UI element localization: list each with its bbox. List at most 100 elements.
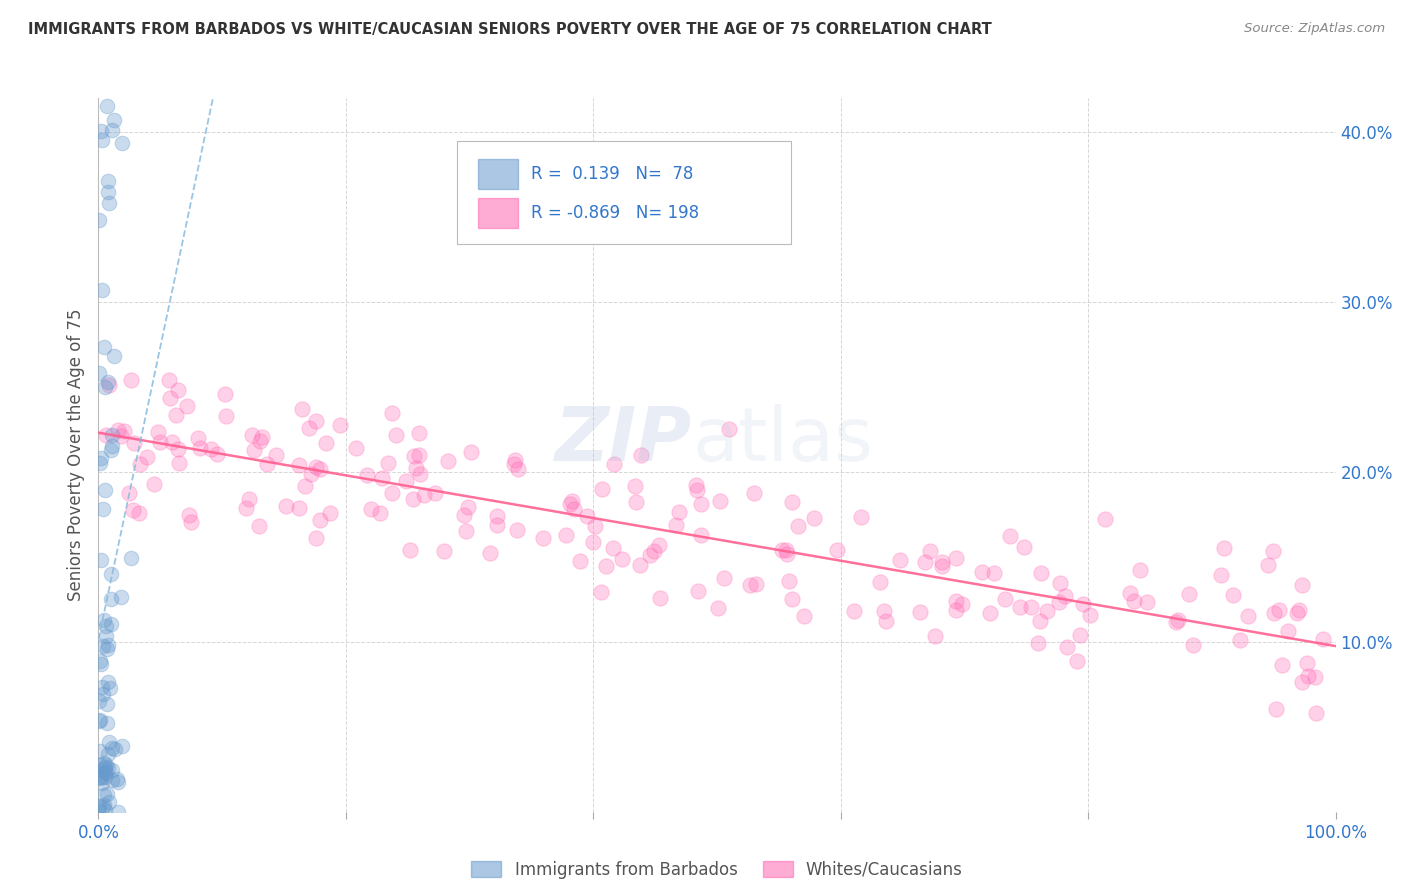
Point (1271, 658, 1294, 673)
Point (305, 414, 328, 428)
Point (101, 763, 124, 777)
Point (409, 467, 432, 481)
Point (89, 798, 111, 813)
Point (742, 486, 765, 500)
Point (91, 133, 114, 147)
Point (371, 471, 394, 485)
Point (89, 743, 111, 757)
Point (1056, 640, 1078, 654)
Point (103, 112, 125, 127)
Point (89, 713, 111, 727)
Point (111, 136, 134, 150)
Point (460, 445, 482, 459)
Point (456, 524, 478, 539)
Point (100, 773, 122, 788)
Point (1049, 575, 1071, 590)
Point (264, 448, 287, 462)
Point (638, 548, 661, 562)
Point (1312, 632, 1334, 646)
Point (1296, 669, 1319, 683)
Point (603, 457, 626, 471)
Point (247, 519, 270, 533)
Point (97, 377, 120, 392)
Point (1265, 702, 1288, 716)
Point (381, 407, 404, 421)
Point (1164, 615, 1187, 629)
Point (558, 496, 581, 510)
Point (1123, 593, 1146, 607)
Point (423, 485, 446, 500)
Point (404, 449, 426, 463)
Point (90, 681, 112, 695)
Point (368, 506, 391, 520)
Point (165, 409, 187, 423)
Point (506, 524, 529, 538)
Point (780, 591, 803, 606)
Point (96, 715, 118, 730)
Point (1268, 603, 1291, 617)
Point (405, 460, 427, 475)
Point (555, 528, 578, 542)
Point (356, 467, 378, 482)
Point (162, 434, 184, 449)
Point (408, 426, 430, 441)
Point (98, 735, 121, 749)
Point (93, 502, 115, 516)
Point (94, 619, 117, 633)
Point (738, 577, 761, 591)
Point (100, 740, 122, 755)
Point (97, 761, 120, 775)
Point (776, 547, 799, 561)
Point (1296, 657, 1319, 671)
Point (648, 538, 671, 552)
Y-axis label: Seniors Poverty Over the Age of 75: Seniors Poverty Over the Age of 75 (67, 309, 86, 601)
Point (1177, 587, 1199, 601)
Point (104, 741, 127, 756)
Point (94, 630, 117, 644)
Point (503, 453, 526, 467)
Point (90, 124, 112, 138)
Point (166, 442, 188, 456)
Point (793, 608, 815, 623)
Point (591, 482, 613, 496)
Point (100, 591, 122, 606)
Point (945, 551, 967, 566)
Point (924, 629, 946, 643)
Point (1073, 597, 1095, 611)
Point (686, 483, 709, 498)
Point (97, 186, 120, 200)
Point (276, 499, 298, 513)
Point (508, 462, 530, 476)
Point (159, 391, 181, 405)
Point (110, 590, 132, 604)
Point (1291, 675, 1313, 690)
Point (87, 803, 110, 817)
Point (1285, 606, 1308, 620)
Point (89, 654, 111, 668)
Point (595, 559, 617, 574)
Point (945, 603, 967, 617)
Point (143, 477, 166, 491)
Text: atlas: atlas (692, 404, 873, 477)
Text: Source: ZipAtlas.com: Source: ZipAtlas.com (1244, 22, 1385, 36)
Point (1229, 633, 1251, 648)
Point (157, 373, 180, 387)
Point (214, 409, 236, 424)
Point (90, 770, 112, 784)
Point (889, 553, 911, 567)
Point (589, 585, 612, 599)
Point (124, 436, 146, 450)
Point (643, 543, 665, 558)
Point (453, 508, 475, 522)
Point (187, 431, 209, 445)
Point (1261, 544, 1284, 558)
Point (235, 500, 257, 515)
Point (983, 566, 1005, 581)
Point (94, 765, 117, 780)
Point (111, 739, 134, 754)
Point (128, 506, 150, 520)
Text: ZIP: ZIP (555, 404, 692, 477)
Point (1066, 654, 1088, 668)
FancyBboxPatch shape (478, 198, 517, 228)
Point (1035, 604, 1057, 618)
